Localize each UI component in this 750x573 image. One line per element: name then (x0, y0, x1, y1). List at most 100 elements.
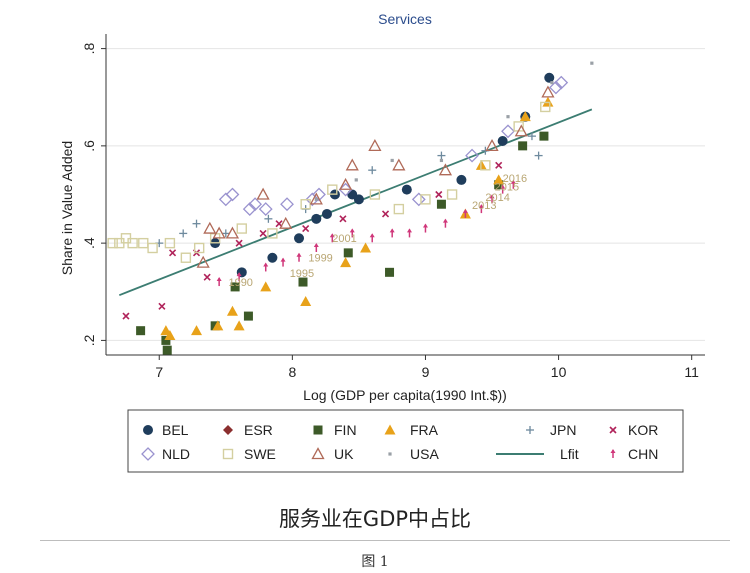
point-uk (309, 192, 323, 205)
point-usa (550, 81, 554, 85)
point-chn (489, 194, 495, 204)
point-fin (518, 141, 528, 151)
chart-title: Services (378, 11, 432, 27)
point-chn (296, 252, 302, 262)
point-swe (267, 228, 278, 239)
point-fra (340, 257, 352, 268)
legend-marker-fra (384, 424, 396, 435)
point-uk (368, 139, 382, 152)
legend-marker-nld (141, 447, 155, 461)
year-label: 2015 (495, 182, 519, 194)
point-usa (506, 115, 510, 119)
y-tick-label: .2 (81, 334, 97, 346)
legend-label-usa: USA (410, 446, 439, 462)
point-kor (158, 302, 166, 310)
legend-item-fra: FRA (384, 422, 439, 438)
point-usa (390, 158, 394, 163)
point-uk (438, 163, 453, 176)
point-kor (495, 161, 503, 169)
legend-item-nld: NLD (141, 446, 190, 462)
figure-label: 图 1 (361, 554, 389, 570)
legend: BEL ESR FIN FRA JPN KOR NLD SWE UK USA Lfit CHN (127, 409, 684, 473)
point-uk (345, 158, 359, 171)
legend-marker-kor (609, 426, 617, 434)
point-jpn (264, 214, 273, 223)
point-chn (236, 272, 242, 282)
legend-marker-usa (388, 452, 392, 456)
point-fra (233, 320, 245, 331)
legend-label-chn: CHN (628, 446, 658, 462)
point-chn (500, 184, 506, 194)
point-swe (180, 252, 192, 263)
point-kor (381, 210, 390, 218)
point-kor (302, 224, 310, 233)
legend-marker-swe (222, 448, 234, 460)
legend-label-swe: SWE (244, 446, 276, 462)
point-uk (203, 221, 217, 234)
legend-label-fra: FRA (410, 422, 439, 438)
divider (40, 540, 730, 541)
point-swe (236, 223, 247, 234)
year-label: 1995 (290, 268, 314, 280)
point-fin (243, 311, 253, 321)
point-uk (256, 187, 270, 200)
axes: .2 .4 .6 .8 7 8 9 10 11 (81, 34, 705, 380)
point-bel (497, 136, 508, 146)
legend-item-lfit: Lfit (496, 446, 579, 462)
year-label: 2001 (332, 233, 356, 245)
point-bel (353, 194, 364, 205)
legend-label-nld: NLD (162, 446, 190, 462)
point-kor (339, 215, 347, 223)
point-uk (225, 226, 240, 239)
point-uk (212, 226, 226, 239)
point-swe (164, 237, 176, 249)
point-nld (548, 80, 563, 95)
x-tick-label: 11 (684, 364, 699, 380)
year-label: 2013 (472, 200, 496, 212)
point-uk (485, 139, 499, 152)
point-fra (493, 174, 505, 185)
point-bel (294, 233, 305, 244)
point-fin (385, 267, 395, 277)
point-chn (442, 218, 448, 228)
legend-label-jpn: JPN (550, 422, 576, 438)
point-fra (212, 320, 224, 331)
point-chn (389, 228, 395, 238)
data-points (107, 61, 594, 355)
point-fra (164, 330, 176, 341)
legend-label-lfit: Lfit (560, 446, 579, 462)
point-fin (230, 282, 240, 292)
point-chn (216, 277, 222, 287)
series-nld (218, 75, 569, 217)
legend-marker-chn (610, 449, 616, 458)
point-fra (226, 305, 238, 316)
point-kor (203, 273, 211, 281)
point-chn (313, 243, 319, 252)
point-swe (480, 160, 491, 171)
series-usa (314, 61, 594, 201)
point-bel (401, 184, 412, 195)
point-swe (127, 237, 138, 249)
point-swe (393, 203, 405, 215)
point-chn (263, 262, 269, 272)
point-fin (343, 248, 353, 258)
legend-label-bel: BEL (162, 422, 189, 438)
point-swe (420, 194, 431, 205)
series-chn (216, 179, 516, 287)
point-swe (327, 184, 338, 195)
point-uk (196, 255, 210, 268)
point-fin (539, 131, 549, 141)
point-chn (406, 228, 412, 238)
point-fin (136, 326, 146, 336)
point-nld (280, 197, 294, 212)
point-fra (542, 96, 554, 107)
point-kor (235, 239, 243, 247)
series-bel (210, 72, 555, 278)
x-axis-title: Log (GDP per capita(1990 Int.$)) (303, 387, 507, 403)
point-chn (422, 223, 428, 233)
legend-item-kor: KOR (609, 422, 658, 438)
point-nld (411, 192, 426, 207)
series-fin (136, 131, 549, 355)
point-nld (248, 197, 263, 212)
